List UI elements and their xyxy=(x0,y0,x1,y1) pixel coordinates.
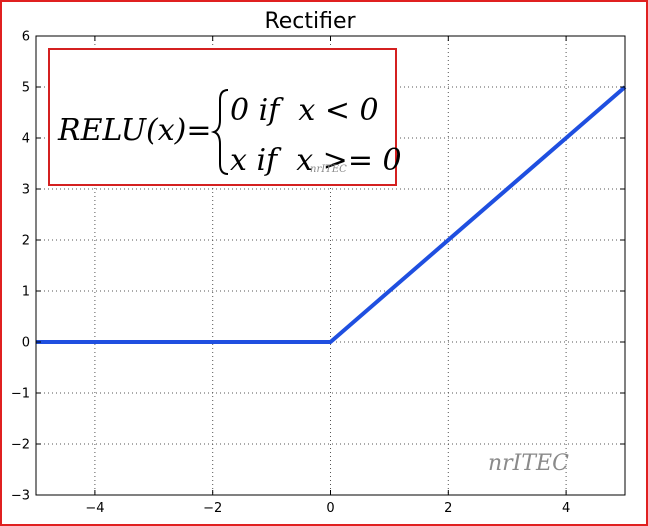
y-tick-label: 0 xyxy=(22,336,30,351)
y-tick-label: −1 xyxy=(11,387,30,402)
y-tick-label: 1 xyxy=(22,285,30,300)
formula-box-border xyxy=(48,48,397,186)
y-tick-label: 3 xyxy=(22,183,30,198)
y-tick-label: −3 xyxy=(11,489,30,504)
y-tick-label: −2 xyxy=(11,438,30,453)
ticks: −4 −2 0 2 4 −3 −2 −1 0 1 2 3 4 5 6 xyxy=(11,30,625,516)
watermark-large: nrITEC xyxy=(488,451,569,476)
series-layer xyxy=(36,85,627,344)
x-tick-label: 2 xyxy=(444,501,452,516)
formula-case-2: x if x >= 0 xyxy=(230,143,402,178)
formula-case-1: 0 if x < 0 xyxy=(230,93,379,128)
chart-title: Rectifier xyxy=(264,9,356,34)
relu-line xyxy=(36,85,627,344)
formula-box: RELU(x)= 0 if x < 0 x if x >= 0 nrITEC xyxy=(48,48,402,186)
y-tick-label: 2 xyxy=(22,234,30,249)
plot-area-border xyxy=(35,35,626,496)
x-tick-label: 4 xyxy=(562,501,570,516)
watermark-small: nrITEC xyxy=(310,164,347,175)
y-tick-label: 5 xyxy=(22,81,30,96)
formula-lhs: RELU(x)= xyxy=(57,113,212,148)
x-tick-label: 0 xyxy=(326,501,334,516)
y-tick-label: 6 xyxy=(22,30,30,45)
x-tick-label: −4 xyxy=(85,501,104,516)
formula-brace xyxy=(210,89,229,175)
x-tick-label: −2 xyxy=(203,501,222,516)
y-tick-label: 4 xyxy=(22,132,30,147)
